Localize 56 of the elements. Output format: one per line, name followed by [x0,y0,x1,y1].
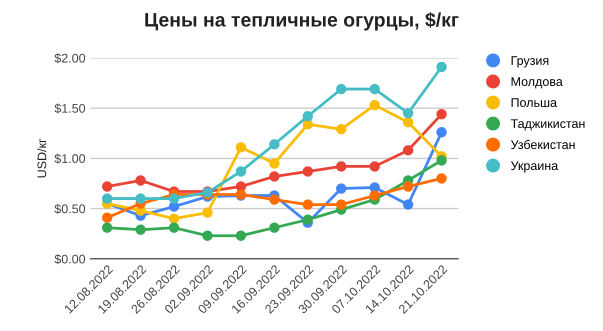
point [336,161,346,172]
point [236,142,246,153]
point [369,190,380,201]
chart-title: Цены на тепличные огурцы, $/кг [145,12,458,31]
point [236,166,246,177]
point [102,212,112,223]
point [168,222,180,233]
point [336,199,346,210]
y-axis-title: USD/кг [37,138,46,178]
point [135,224,146,235]
legend-label: Узбекистан [510,140,575,150]
y-tick-label: $0.50 [54,204,86,214]
point [202,230,213,241]
point [269,194,280,205]
point [402,108,414,118]
legend-label: Польша [512,98,558,108]
point [302,199,314,210]
y-tick-label: $1.00 [54,154,86,164]
point [336,183,346,194]
legend-label: Таджикистан [510,119,584,130]
point [269,139,280,150]
legend-label: Украина [510,161,558,173]
y-tick-label: $2.00 [54,53,86,64]
point [168,213,180,224]
legend-label: Молдова [512,77,563,88]
point [436,127,447,138]
point [402,117,414,128]
point [236,230,246,241]
point [369,100,380,110]
point [402,181,414,192]
point [102,193,112,204]
point [269,158,280,169]
point [102,222,112,233]
point [102,181,112,192]
y-tick-label: $0.00 [54,254,86,264]
point [336,84,346,94]
point [369,84,380,94]
point [202,207,213,218]
point [436,62,447,72]
point [302,166,314,177]
point [436,108,447,120]
point [302,214,314,225]
point [269,222,280,233]
point [436,173,447,184]
point [336,124,346,134]
point [135,175,146,186]
y-tick-label: $1.50 [54,103,86,114]
point [402,199,414,210]
point [436,155,447,166]
point [135,193,146,204]
point [302,110,314,122]
legend-label: Грузия [512,56,548,68]
point [369,161,380,172]
point [269,171,280,182]
point [168,193,180,204]
point [402,145,414,156]
